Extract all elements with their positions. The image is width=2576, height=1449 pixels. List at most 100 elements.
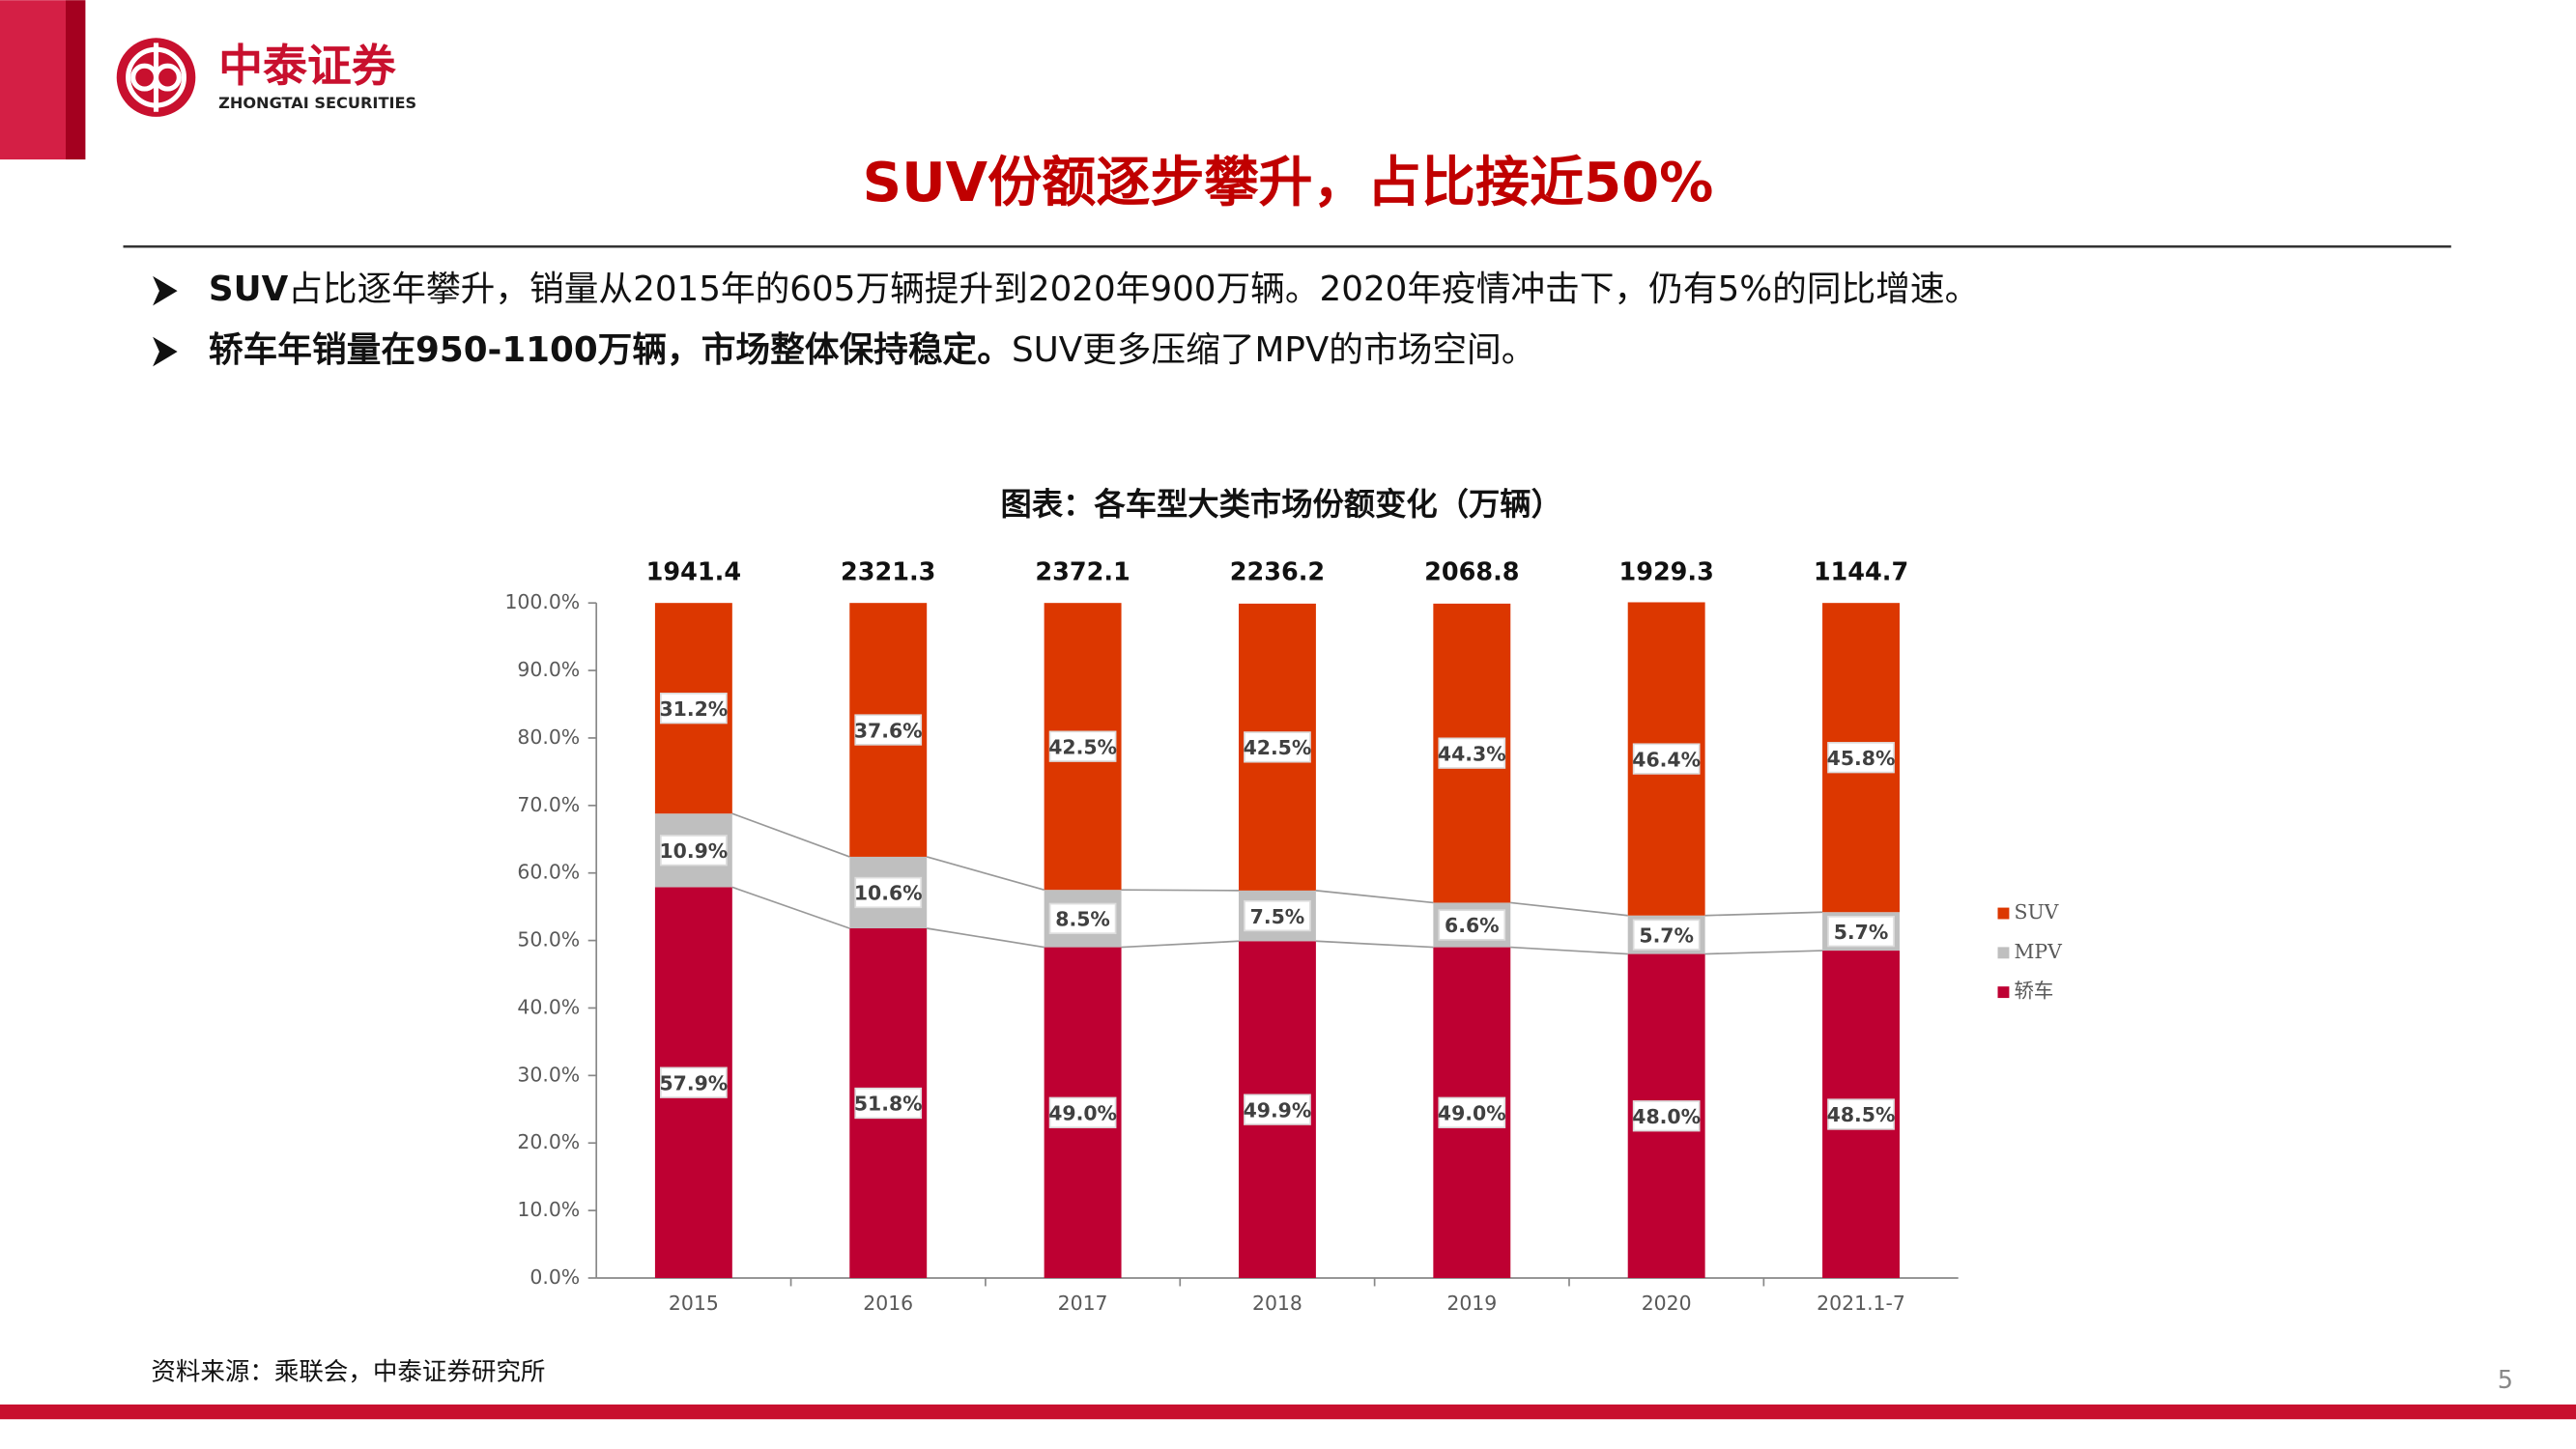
bullet: SUV占比逐年攀升，销量从2015年的605万辆提升到2020年900万辆。20… [209,270,1979,309]
value-label: 57.9% [659,1071,728,1094]
brand-en: ZHONGTAI SECURITIES [218,94,416,112]
chart: 0.0% 10.0% 20.0% 30.0% 40.0% 50.0% 60.0% 70.0% 8… [504,558,2063,1316]
value-label: 31.2% [659,697,728,721]
y-tick-label: 20.0% [517,1130,580,1153]
label-box [1244,731,1311,763]
x-tick-label: 2016 [863,1292,913,1315]
value-label: 51.8% [854,1093,923,1116]
label-box [1827,1098,1895,1130]
bullet-text: 占比逐年攀升，销量从2015年的605万辆提升到2020年900万辆。2020年… [288,270,1979,309]
label-box [1244,899,1311,932]
y-tick-label: 30.0% [517,1063,580,1086]
chart-title: 图表：各车型大类市场份额变化（万辆） [1001,486,1562,523]
y-tick-label: 60.0% [517,861,580,884]
page-number: 5 [2498,1366,2513,1395]
label-box [660,835,728,867]
series-connector [1315,940,1434,949]
series-connector [1315,890,1434,904]
y-tick-label: 0.0% [530,1265,580,1289]
total-label: 2321.3 [841,558,935,587]
value-label: 49.0% [1048,1101,1117,1124]
x-tick-label: 2021.1-7 [1817,1292,1905,1315]
value-label: 48.5% [1827,1103,1896,1126]
series-connector [1121,889,1239,892]
x-tick-label: 2019 [1446,1292,1497,1315]
legend-label: 轿车 [2015,980,2054,1003]
series-connector [927,927,1045,949]
value-label: 37.6% [854,719,923,742]
value-label: 8.5% [1055,908,1110,931]
label-box [1632,1100,1701,1132]
legend-label: SUV [2015,900,2060,923]
y-tick-label: 40.0% [517,995,580,1018]
series-connector [1121,940,1240,949]
value-label: 7.5% [1250,905,1305,928]
y-tick-label: 50.0% [517,928,580,952]
x-tick-label: 2017 [1058,1292,1108,1315]
label-box [1827,915,1895,948]
footer-bar [0,1404,2576,1420]
value-label: 44.3% [1438,742,1506,765]
value-label: 49.9% [1244,1098,1312,1122]
legend-swatch [1997,907,2010,920]
corner-block [0,0,67,160]
label-box [1632,743,1701,775]
series-connector [926,856,1045,891]
legend-swatch [1997,947,2010,959]
total-label: 1144.7 [1814,558,1908,587]
value-label: 10.6% [854,882,923,905]
label-box [854,1087,923,1120]
source: 资料来源：乘联会，中泰证券研究所 [151,1358,545,1387]
legend-label: MPV [2015,940,2064,963]
x-tick-label: 2020 [1642,1292,1692,1315]
value-label: 48.0% [1632,1105,1701,1128]
label-box [1048,1096,1117,1128]
label-box [660,693,728,724]
label-box [1632,919,1701,951]
x-tick-label: 2018 [1252,1292,1302,1315]
value-label: 46.4% [1632,748,1701,771]
series-connector [1704,911,1823,917]
logo [116,38,196,117]
total-label: 2236.2 [1230,558,1325,587]
x-tick-label: 2015 [669,1292,719,1315]
series-connector [1510,901,1628,917]
value-label: 5.7% [1639,923,1694,947]
label-box [1048,730,1117,762]
total-label: 2068.8 [1424,558,1519,587]
series-connector [1704,950,1823,955]
label-box [1827,742,1895,774]
label-box [1438,737,1506,769]
label-box [854,714,923,746]
y-tick-label: 70.0% [517,793,580,816]
total-label: 1941.4 [646,558,741,587]
total-label: 2372.1 [1035,558,1130,587]
total-label: 1929.3 [1618,558,1713,587]
series-connector [731,812,850,858]
label-box [1438,1096,1506,1128]
bullet-arrow [153,275,178,306]
y-tick-label: 80.0% [517,725,580,749]
value-label: 10.9% [659,839,728,863]
label-box [1048,902,1117,935]
y-tick-label: 100.0% [504,590,580,613]
corner-strip [66,0,86,160]
value-label: 45.8% [1827,747,1896,770]
label-box [1438,909,1506,941]
series-connector [1510,946,1628,955]
bullet-bold: 轿车年销量在950-1100万辆，市场整体保持稳定。 [209,330,1012,370]
value-label: 6.6% [1445,914,1500,937]
label-box [660,1066,728,1098]
value-label: 42.5% [1244,736,1312,759]
brand: 中泰证券 [218,40,397,92]
label-box [854,876,923,909]
bullet-bold: SUV [209,270,289,309]
y-tick-label: 10.0% [517,1198,580,1221]
bullet-arrow [153,336,178,367]
legend-swatch [1997,986,2010,999]
series-connector [731,886,850,929]
bullet-text: SUV更多压缩了MPV的市场空间。 [1012,330,1535,370]
slide-title: SUV份额逐步攀升，占比接近50% [863,152,1714,214]
